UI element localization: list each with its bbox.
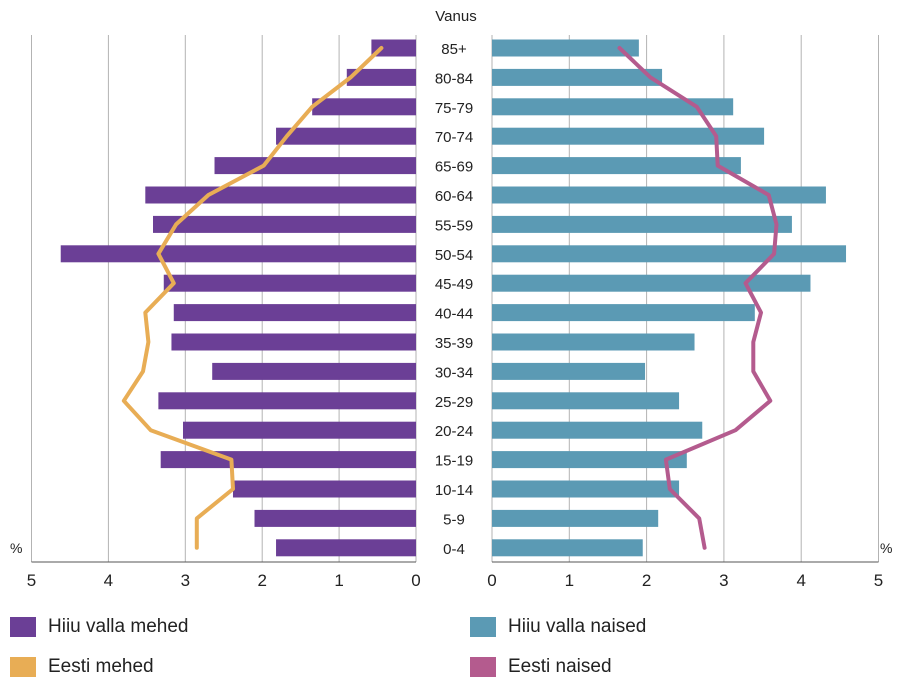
bar-mehed-20-24 — [182, 421, 416, 439]
legend-label-mehed: Hiiu valla mehed — [48, 616, 189, 637]
tick-left-5: 5 — [27, 571, 36, 590]
bar-naised-70-74 — [492, 127, 765, 145]
legend: Hiiu valla mehed Hiiu valla naised Eesti… — [0, 600, 899, 681]
bar-naised-30-34 — [492, 362, 646, 380]
bar-mehed-5-9 — [254, 509, 416, 527]
category-label-10-14: 10-14 — [435, 482, 473, 499]
bar-mehed-10-14 — [232, 480, 416, 498]
unit-label-left: % — [10, 540, 22, 556]
legend-item-naised: Hiiu valla naised — [470, 612, 646, 642]
bar-naised-25-29 — [492, 392, 680, 410]
category-label-30-34: 30-34 — [435, 364, 473, 381]
tick-left-3: 3 — [181, 571, 190, 590]
bar-naised-0-4 — [492, 539, 643, 557]
bar-naised-50-54 — [492, 245, 847, 263]
legend-label-eesti-mehed: Eesti mehed — [48, 656, 154, 677]
tick-left-4: 4 — [104, 571, 113, 590]
bar-mehed-25-29 — [158, 392, 416, 410]
legend-label-eesti-naised: Eesti naised — [508, 656, 612, 677]
tick-right-0: 0 — [487, 571, 496, 590]
category-label-80-84: 80-84 — [435, 70, 473, 87]
bar-naised-45-49 — [492, 274, 811, 292]
bar-mehed-45-49 — [163, 274, 416, 292]
category-label-25-29: 25-29 — [435, 394, 473, 411]
category-label-70-74: 70-74 — [435, 129, 473, 146]
bar-naised-55-59 — [492, 215, 792, 233]
bar-mehed-60-64 — [145, 186, 416, 204]
unit-label-right: % — [880, 540, 892, 556]
category-label-20-24: 20-24 — [435, 423, 473, 440]
bar-naised-80-84 — [492, 68, 663, 86]
tick-right-3: 3 — [719, 571, 728, 590]
category-label-45-49: 45-49 — [435, 276, 473, 293]
bar-naised-65-69 — [492, 157, 741, 175]
tick-left-0: 0 — [411, 571, 420, 590]
legend-label-naised: Hiiu valla naised — [508, 616, 647, 637]
bar-mehed-15-19 — [160, 451, 416, 469]
population-pyramid-chart: 85+80-8475-7970-7465-6960-6455-5950-5445… — [10, 8, 892, 590]
bar-naised-10-14 — [492, 480, 680, 498]
category-label-35-39: 35-39 — [435, 335, 473, 352]
bar-mehed-80-84 — [346, 68, 416, 86]
legend-swatch-eesti-mehed — [10, 657, 36, 677]
bar-mehed-0-4 — [276, 539, 416, 557]
bar-naised-75-79 — [492, 98, 734, 116]
bar-naised-85+ — [492, 39, 639, 57]
category-label-75-79: 75-79 — [435, 100, 473, 117]
bar-mehed-40-44 — [173, 304, 416, 322]
bar-naised-15-19 — [492, 451, 687, 469]
bar-naised-60-64 — [492, 186, 826, 204]
legend-item-eesti-mehed: Eesti mehed — [10, 652, 154, 682]
category-label-15-19: 15-19 — [435, 453, 473, 470]
legend-item-eesti-naised: Eesti naised — [470, 652, 612, 682]
bar-mehed-65-69 — [214, 157, 416, 175]
tick-right-1: 1 — [565, 571, 574, 590]
bar-naised-40-44 — [492, 304, 755, 322]
tick-right-5: 5 — [874, 571, 883, 590]
labels: 85+80-8475-7970-7465-6960-6455-5950-5445… — [10, 8, 892, 590]
line-eesti-naised — [617, 46, 779, 550]
tick-right-2: 2 — [642, 571, 651, 590]
category-label-50-54: 50-54 — [435, 247, 473, 264]
bar-mehed-50-54 — [60, 245, 417, 263]
bar-mehed-75-79 — [312, 98, 416, 116]
category-label-60-64: 60-64 — [435, 188, 473, 205]
legend-swatch-eesti-naised — [470, 657, 496, 677]
category-label-55-59: 55-59 — [435, 217, 473, 234]
chart-title: Vanus — [435, 8, 476, 25]
bar-naised-35-39 — [492, 333, 695, 351]
line-eesti-mehed — [121, 46, 384, 550]
bar-mehed-30-34 — [212, 362, 416, 380]
legend-swatch-naised — [470, 617, 496, 637]
category-label-5-9: 5-9 — [443, 511, 465, 528]
gridlines — [31, 35, 879, 563]
bars — [60, 39, 847, 557]
bar-mehed-70-74 — [276, 127, 416, 145]
tick-left-1: 1 — [334, 571, 343, 590]
bar-naised-5-9 — [492, 509, 659, 527]
bar-mehed-55-59 — [153, 215, 416, 233]
tick-left-2: 2 — [257, 571, 266, 590]
bar-mehed-85+ — [371, 39, 416, 57]
lines — [121, 46, 779, 550]
category-label-65-69: 65-69 — [435, 159, 473, 176]
bar-naised-20-24 — [492, 421, 703, 439]
category-label-0-4: 0-4 — [443, 541, 465, 558]
bar-mehed-35-39 — [171, 333, 416, 351]
legend-item-mehed: Hiiu valla mehed — [10, 612, 188, 642]
category-label-85+: 85+ — [441, 41, 467, 58]
legend-swatch-mehed — [10, 617, 36, 637]
category-label-40-44: 40-44 — [435, 306, 473, 323]
tick-right-4: 4 — [796, 571, 805, 590]
